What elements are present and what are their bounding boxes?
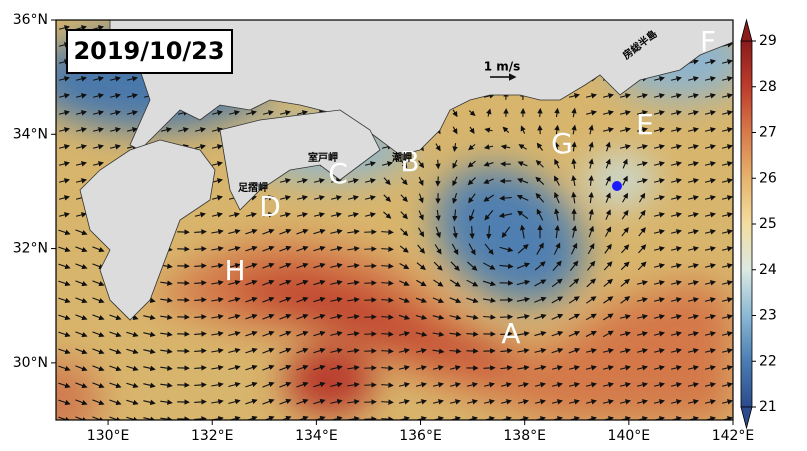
vector bbox=[483, 368, 494, 369]
vector bbox=[438, 177, 439, 186]
vector bbox=[381, 402, 392, 403]
vector bbox=[364, 334, 375, 335]
vector bbox=[364, 385, 375, 386]
vector bbox=[540, 126, 541, 134]
vector bbox=[381, 317, 392, 318]
vector bbox=[381, 351, 392, 352]
colorbar-extend-max bbox=[741, 20, 752, 41]
vector bbox=[381, 419, 392, 420]
date-label: 2019/10/23 bbox=[73, 37, 224, 65]
colorbar-extend-min bbox=[741, 407, 752, 428]
vector bbox=[364, 232, 375, 233]
y-tick-label: 30°N bbox=[13, 355, 48, 371]
vector bbox=[364, 402, 375, 403]
vector bbox=[364, 351, 375, 352]
place-label: 足摺岬 bbox=[238, 181, 268, 194]
marker-point bbox=[612, 181, 622, 191]
colorbar-tick-label: 29 bbox=[759, 33, 777, 49]
colorbar-tick-label: 25 bbox=[759, 216, 777, 232]
colorbar-tick-label: 21 bbox=[759, 399, 777, 415]
x-tick-label: 132°E bbox=[191, 428, 234, 444]
region-label: G bbox=[551, 127, 573, 160]
vector bbox=[438, 160, 439, 168]
vector bbox=[381, 283, 392, 284]
vector bbox=[472, 226, 473, 238]
vector bbox=[364, 419, 375, 420]
sst-field bbox=[20, 20, 750, 440]
vector bbox=[381, 385, 392, 386]
vector bbox=[364, 283, 375, 284]
vector bbox=[381, 266, 392, 267]
vector bbox=[364, 317, 375, 318]
vector bbox=[381, 232, 392, 233]
y-tick-label: 34°N bbox=[13, 126, 48, 142]
vector bbox=[381, 334, 392, 335]
vector bbox=[540, 109, 541, 117]
scale-label: 1 m/s bbox=[484, 60, 521, 74]
y-tick-label: 36°N bbox=[13, 12, 48, 28]
x-tick-label: 136°E bbox=[399, 428, 442, 444]
colorbar-tick-label: 24 bbox=[759, 262, 777, 278]
vector bbox=[364, 368, 375, 369]
colorbar-tick-label: 28 bbox=[759, 79, 777, 95]
vector bbox=[364, 300, 375, 301]
region-label: A bbox=[501, 317, 520, 350]
x-tick-label: 130°E bbox=[87, 428, 130, 444]
colorbar-tick-label: 27 bbox=[759, 125, 777, 141]
place-label: 室戸岬 bbox=[308, 151, 338, 164]
y-tick-label: 32°N bbox=[13, 241, 48, 257]
region-label: D bbox=[259, 190, 281, 223]
place-label: 潮岬 bbox=[392, 151, 412, 164]
region-label: F bbox=[700, 25, 716, 58]
x-tick-label: 134°E bbox=[295, 428, 338, 444]
colorbar bbox=[741, 41, 752, 407]
x-tick-label: 140°E bbox=[608, 428, 651, 444]
vector bbox=[381, 368, 392, 369]
vector bbox=[364, 266, 375, 267]
region-label: H bbox=[224, 254, 245, 287]
vector bbox=[364, 249, 375, 250]
x-tick-label: 138°E bbox=[503, 428, 546, 444]
colorbar-tick-label: 22 bbox=[759, 353, 777, 369]
region-label: E bbox=[636, 108, 654, 141]
colorbar-tick-label: 26 bbox=[759, 170, 777, 186]
vector bbox=[381, 300, 392, 301]
x-tick-label: 142°E bbox=[712, 428, 755, 444]
vector bbox=[381, 249, 392, 250]
colorbar-tick-label: 23 bbox=[759, 308, 777, 324]
